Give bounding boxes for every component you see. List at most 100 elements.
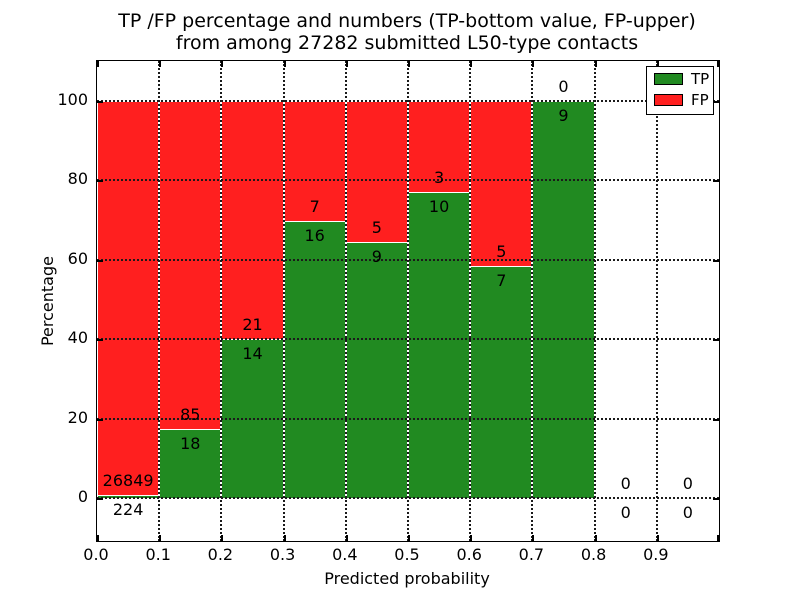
vertical-gridline	[469, 61, 472, 541]
horizontal-gridline	[97, 258, 719, 261]
x-tick-label: 0.4	[332, 545, 358, 564]
tick-mark	[159, 535, 162, 541]
fp-legend-swatch	[654, 93, 683, 106]
vertical-gridline	[344, 61, 347, 541]
x-tick-label: 0.8	[580, 545, 607, 564]
vertical-gridline	[158, 61, 161, 541]
horizontal-gridline	[97, 417, 719, 420]
fp-count-label: 26849	[102, 470, 154, 490]
tick-mark	[713, 498, 719, 500]
tick-mark	[221, 535, 224, 541]
tick-mark	[97, 61, 99, 67]
tick-mark	[532, 61, 535, 67]
tick-mark	[594, 61, 597, 67]
tick-mark	[97, 498, 103, 500]
bar-fp-segment	[470, 100, 533, 267]
tick-mark	[656, 61, 659, 67]
tp-legend-swatch	[654, 72, 683, 85]
chart-title-line2: from among 27282 submitted L50-type cont…	[175, 32, 639, 54]
bar-tp-segment	[159, 428, 222, 498]
fp-count-label: 0	[682, 474, 693, 493]
tp-count-label: 7	[496, 271, 507, 291]
tick-mark	[470, 61, 473, 67]
fp-count-label: 21	[242, 315, 263, 334]
vertical-gridline	[220, 61, 223, 541]
legend-row-fp: FP	[647, 89, 713, 110]
bar-tp-segment	[532, 100, 595, 498]
y-axis-label: Percentage	[38, 256, 57, 347]
fp-legend-label: FP	[691, 90, 709, 109]
tick-mark	[717, 535, 719, 541]
tick-mark	[345, 535, 348, 541]
vertical-gridline	[407, 61, 409, 541]
horizontal-gridline	[97, 99, 719, 102]
fp-count-label: 7	[309, 197, 320, 217]
plot-area: 26849 224 85 18 21 14 7 16 5 9 3 10 5 7 0 9 0 0 0 0 TP FP	[96, 60, 720, 542]
tick-mark	[221, 61, 224, 67]
tick-mark	[97, 418, 103, 421]
tick-mark	[408, 535, 410, 541]
fp-count-label: 5	[371, 218, 382, 238]
vertical-gridline	[593, 61, 596, 541]
vertical-gridline	[531, 61, 534, 541]
tick-mark	[532, 535, 535, 541]
fp-count-label: 3	[434, 168, 445, 188]
tp-count-label: 10	[428, 197, 450, 217]
tp-count-label: 14	[242, 344, 263, 363]
tick-mark	[713, 180, 719, 182]
legend-row-tp: TP	[647, 68, 713, 89]
tick-mark	[408, 61, 410, 67]
chart-title: TP /FP percentage and numbers (TP-bottom…	[96, 10, 718, 54]
bar-tp-segment	[470, 266, 533, 498]
tp-legend-label: TP	[691, 69, 710, 88]
y-tick-label: 0	[77, 487, 88, 506]
tp-count-label: 18	[180, 433, 201, 453]
y-tick-label: 40	[67, 328, 88, 347]
tp-count-label: 224	[112, 499, 144, 519]
x-axis-label: Predicted probability	[324, 569, 490, 588]
tick-mark	[713, 339, 719, 341]
tp-count-label: 0	[682, 503, 693, 522]
bar-tp-segment	[408, 192, 471, 498]
tick-mark	[97, 100, 103, 103]
legend: TP FP	[646, 66, 714, 115]
tick-mark	[717, 61, 719, 67]
vertical-gridline	[282, 61, 285, 541]
tick-mark	[283, 535, 286, 541]
tp-count-label: 9	[558, 105, 569, 125]
x-tick-label: 0.3	[269, 545, 296, 564]
y-tick-label: 80	[67, 169, 88, 188]
tick-mark	[713, 418, 719, 421]
tp-count-label: 16	[304, 226, 325, 246]
bar-tp-segment	[345, 242, 408, 498]
fp-count-label: 5	[496, 242, 507, 262]
fp-count-label: 85	[180, 404, 201, 424]
fp-count-label: 0	[558, 76, 569, 96]
horizontal-gridline	[97, 338, 719, 340]
tp-count-label: 9	[371, 247, 382, 267]
tick-mark	[97, 180, 103, 182]
y-tick-label: 20	[67, 407, 88, 427]
y-tick-label: 60	[67, 248, 88, 268]
x-tick-label: 0.6	[456, 545, 482, 564]
x-tick-label: 0.5	[394, 545, 420, 564]
x-tick-label: 0.7	[518, 545, 545, 564]
tick-mark	[713, 259, 719, 262]
tick-mark	[345, 61, 348, 67]
horizontal-gridline	[97, 179, 719, 181]
tick-mark	[594, 535, 597, 541]
chart-title-line1: TP /FP percentage and numbers (TP-bottom…	[118, 10, 696, 32]
tick-mark	[713, 100, 719, 103]
bar-fp-segment	[97, 100, 160, 495]
tick-mark	[97, 259, 103, 262]
x-tick-label: 0.9	[643, 545, 669, 564]
tick-mark	[656, 535, 659, 541]
tick-mark	[97, 535, 99, 541]
tick-mark	[159, 61, 162, 67]
fp-count-label: 0	[620, 474, 631, 493]
bar-fp-segment	[159, 100, 222, 429]
tp-count-label: 0	[620, 503, 631, 522]
x-tick-label: 0.0	[83, 545, 109, 564]
y-tick-label: 100	[57, 89, 88, 109]
